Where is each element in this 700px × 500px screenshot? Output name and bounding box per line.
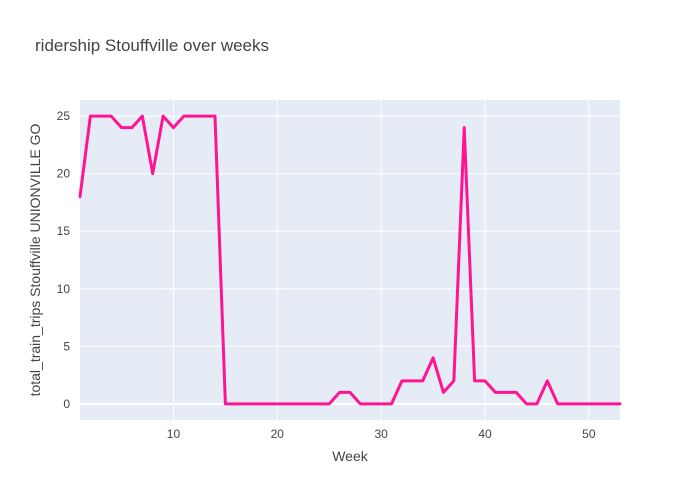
series-line	[78, 114, 622, 406]
x-axis-title: Week	[332, 448, 369, 464]
y-tick-label: 10	[57, 282, 71, 296]
y-tick-label: 20	[57, 167, 71, 181]
y-tick-label: 15	[57, 224, 71, 238]
x-tick-label: 30	[374, 427, 388, 441]
x-tick-label: 10	[167, 427, 181, 441]
series-lines	[78, 114, 622, 406]
tick-labels: 10 20 30 40 50 0 5 10 15 20 25	[57, 109, 596, 441]
y-tick-label: 5	[63, 339, 70, 353]
gridlines	[80, 100, 620, 420]
y-tick-label: 25	[57, 109, 71, 123]
y-tick-label: 0	[63, 397, 70, 411]
x-tick-label: 20	[271, 427, 285, 441]
plot-area	[80, 100, 620, 420]
y-axis-title: total_train_trips Stouffville UNIONVILLE…	[27, 123, 43, 396]
x-tick-label: 40	[478, 427, 492, 441]
x-tick-label: 50	[582, 427, 596, 441]
chart-title: ridership Stouffville over weeks	[35, 36, 269, 55]
